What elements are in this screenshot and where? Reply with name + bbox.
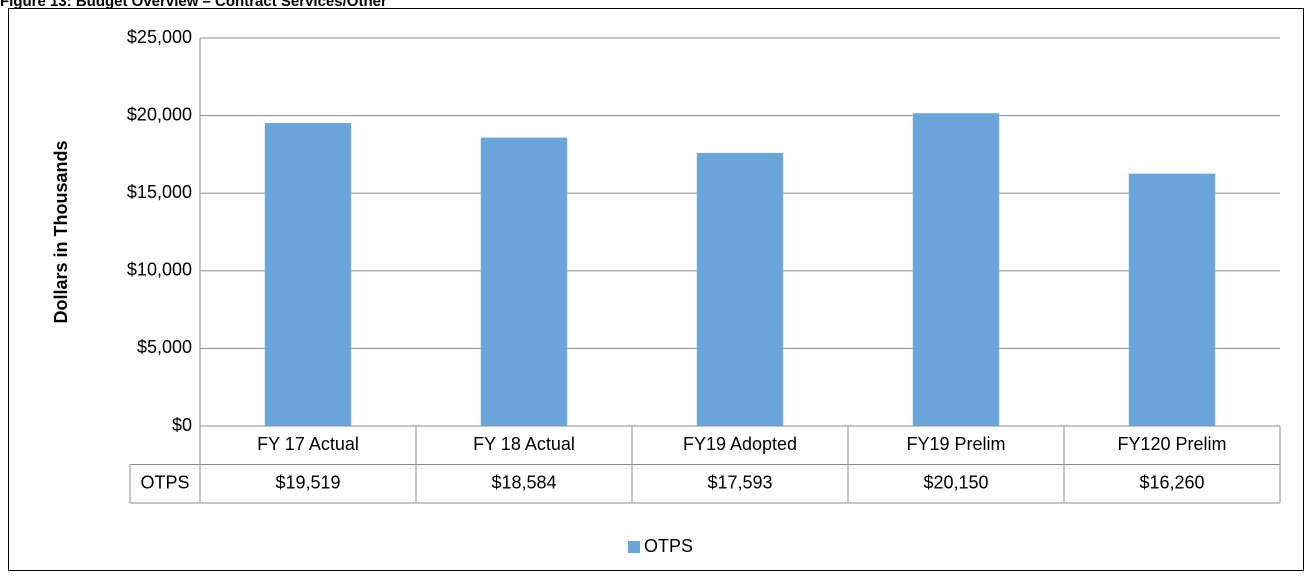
x-tick-label: FY19 Prelim bbox=[906, 434, 1005, 454]
x-tick-label: FY 18 Actual bbox=[473, 434, 575, 454]
y-tick-label: $25,000 bbox=[127, 27, 192, 47]
table-value: $20,150 bbox=[923, 473, 988, 493]
table-row-header: OTPS bbox=[140, 473, 189, 493]
bar bbox=[1128, 173, 1216, 426]
legend-swatch bbox=[628, 541, 640, 553]
bar bbox=[912, 113, 1000, 426]
table-value: $19,519 bbox=[275, 473, 340, 493]
table-value: $17,593 bbox=[707, 473, 772, 493]
y-tick-label: $10,000 bbox=[127, 260, 192, 280]
x-tick-label: FY 17 Actual bbox=[257, 434, 359, 454]
table-value: $18,584 bbox=[491, 473, 556, 493]
chart-title: Figure 13: Budget Overview – Contract Se… bbox=[0, 0, 387, 10]
y-axis-title: Dollars in Thousands bbox=[51, 140, 71, 323]
bar bbox=[480, 137, 568, 426]
bar bbox=[264, 123, 352, 426]
y-tick-label: $15,000 bbox=[127, 182, 192, 202]
bar bbox=[696, 152, 784, 426]
x-tick-label: FY120 Prelim bbox=[1117, 434, 1226, 454]
y-tick-label: $0 bbox=[172, 415, 192, 435]
table-value: $16,260 bbox=[1139, 473, 1204, 493]
y-tick-label: $20,000 bbox=[127, 104, 192, 124]
legend-label: OTPS bbox=[644, 536, 693, 556]
chart-border bbox=[8, 8, 1304, 571]
y-tick-label: $5,000 bbox=[137, 337, 192, 357]
x-tick-label: FY19 Adopted bbox=[683, 434, 797, 454]
